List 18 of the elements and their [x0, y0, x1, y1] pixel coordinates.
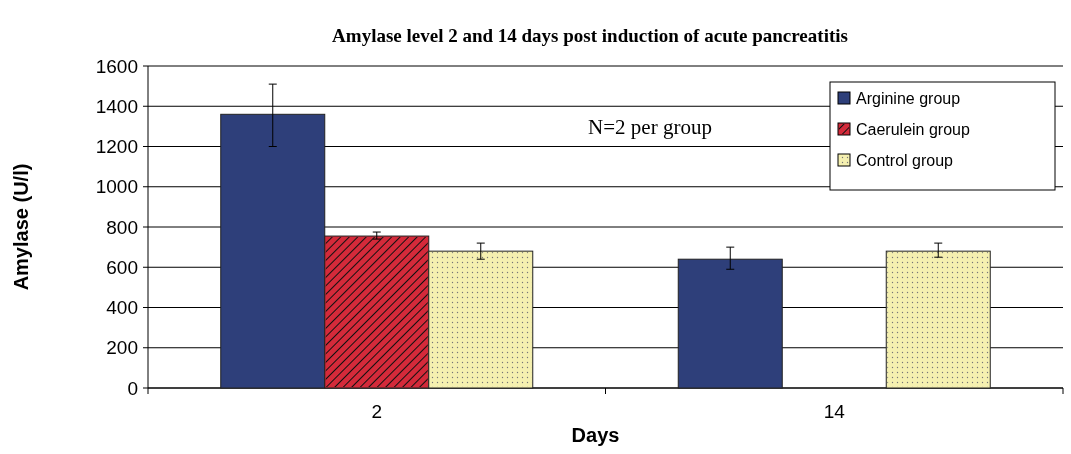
y-tick-label: 1000 [95, 176, 138, 198]
x-tick-label: 14 [823, 401, 846, 422]
x-axis-title: Days [571, 424, 620, 446]
y-tick-label: 200 [106, 337, 138, 359]
y-axis-title: Amylase (U/l) [10, 163, 32, 291]
x-tick-label: 2 [371, 401, 383, 422]
y-tick-label: 1600 [95, 55, 138, 77]
y-tick-label: 0 [127, 377, 138, 399]
annotation: N=2 per group [588, 115, 712, 139]
y-tick-label: 400 [106, 297, 138, 319]
chart-title: Amylase level 2 and 14 days post induction of acute pancreatitis [332, 25, 848, 46]
legend-label: Arginine group [856, 89, 961, 107]
legend-label: Control group [856, 151, 954, 169]
legend-label: Caerulein group [856, 120, 970, 138]
y-tick-label: 1200 [95, 136, 138, 158]
y-tick-label: 600 [106, 256, 138, 278]
y-tick-label: 1400 [95, 95, 138, 117]
y-tick-label: 800 [106, 216, 138, 238]
